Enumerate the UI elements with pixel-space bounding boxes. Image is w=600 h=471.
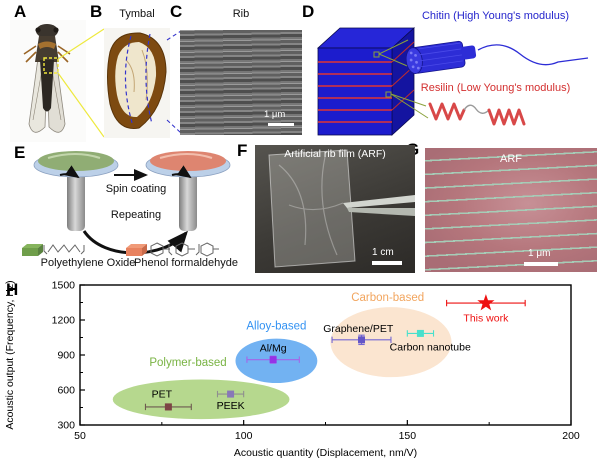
panel-b-label: B <box>90 2 103 21</box>
layered-cube-diagram <box>316 27 589 136</box>
point-label: Carbon nanotube <box>390 341 471 353</box>
square-marker <box>416 329 424 337</box>
connector-line-top <box>57 28 105 60</box>
peo-structure-icon <box>43 244 85 255</box>
y-axis-title: Acoustic output (Frequency, Hz) <box>4 280 16 429</box>
x-tick-label: 100 <box>235 430 253 442</box>
y-tick-label: 1200 <box>52 315 76 327</box>
panel-h-label: H <box>6 280 19 299</box>
square-marker <box>269 356 277 364</box>
y-tick-label: 1500 <box>52 280 76 292</box>
group-label: Carbon-based <box>351 292 424 304</box>
spin-coater-right <box>145 151 231 231</box>
chitin-fiber-icon <box>405 40 477 74</box>
y-tick-label: 300 <box>57 420 75 432</box>
point-label: PEEK <box>217 400 245 412</box>
spin-coating-diagram <box>22 151 231 257</box>
rib-sem-photo <box>180 30 302 135</box>
star-marker <box>477 294 495 311</box>
panel-f-scale-text: 1 cm <box>372 247 394 258</box>
point-label: Al/Mg <box>260 343 287 355</box>
arf-sem-photo <box>425 148 597 272</box>
x-tick-label: 200 <box>562 430 580 442</box>
panel-f-title: Artificial rib film (ARF) <box>284 148 386 160</box>
pf-block-icon <box>126 244 147 256</box>
panel-c-scale-bar <box>268 123 294 126</box>
x-tick-label: 150 <box>399 430 417 442</box>
y-tick-label: 900 <box>57 350 75 362</box>
square-marker <box>358 336 366 344</box>
panel-g-scale-text: 1 μm <box>528 248 551 259</box>
resilin-label: Resilin (Low Young's modulus) <box>420 82 571 94</box>
arf-film-graphics <box>268 149 415 268</box>
repeating-label: Repeating <box>110 209 162 221</box>
material2-label: Phenol formaldehyde <box>134 257 238 269</box>
y-tick-label: 600 <box>57 385 75 397</box>
group-ellipse <box>112 379 290 420</box>
panel-g-scale-bar <box>524 262 558 266</box>
acoustic-performance-chart: Polymer-based Alloy-based Carbon-based PET P… <box>4 280 580 460</box>
row1-graphics <box>10 20 589 142</box>
resilin-coil-icon <box>428 102 526 126</box>
material1-label: Polyethylene Oxide <box>40 257 136 269</box>
spin-coating-label: Spin coating <box>105 183 167 195</box>
panel-f-label: F <box>237 141 248 160</box>
x-tick-label: 50 <box>74 430 86 442</box>
peo-block-icon <box>22 244 43 256</box>
panel-b-title: Tymbal <box>119 8 155 20</box>
point-label: Graphene/PET <box>323 323 394 335</box>
highlight-box <box>43 57 59 74</box>
square-marker <box>164 403 172 411</box>
tymbal-photo <box>104 28 182 138</box>
cicada-photo <box>10 20 105 142</box>
panel-e-label: E <box>14 143 26 162</box>
square-marker <box>227 390 235 398</box>
point-label: PET <box>152 389 173 401</box>
group-label: Alloy-based <box>246 320 306 332</box>
panel-g-title: ARF <box>500 153 522 165</box>
chitin-label: Chitin (High Young's modulus) <box>421 10 570 22</box>
chitin-tail-line <box>477 44 589 66</box>
spin-coater-left <box>33 151 119 231</box>
panel-c-scale-text: 1 μm <box>264 109 286 120</box>
arf-film-photo <box>255 145 415 273</box>
pf-structure-icon <box>150 242 219 257</box>
point-label: This work <box>463 312 509 324</box>
panel-c-label: C <box>170 2 183 21</box>
panel-c-title: Rib <box>232 8 250 20</box>
x-axis-title: Acoustic quantity (Displacement, nm/V) <box>234 447 417 459</box>
panel-d-label: D <box>302 2 315 21</box>
connector-line-bottom <box>57 72 105 138</box>
panel-f-scale-bar <box>372 261 402 265</box>
panel-a-label: A <box>14 2 27 21</box>
group-label: Polymer-based <box>149 357 226 369</box>
